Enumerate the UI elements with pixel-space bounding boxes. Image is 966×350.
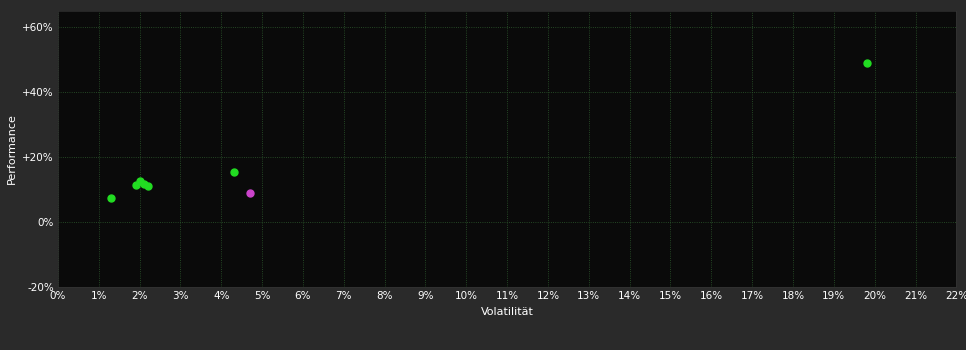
Point	[859, 60, 874, 65]
Point	[128, 182, 143, 187]
Point	[226, 169, 242, 174]
Point	[136, 181, 152, 186]
Point	[132, 178, 148, 184]
Point	[140, 183, 156, 188]
Point	[103, 195, 119, 200]
Y-axis label: Performance: Performance	[7, 113, 16, 184]
Point	[242, 190, 258, 195]
X-axis label: Volatilität: Volatilität	[481, 307, 533, 317]
